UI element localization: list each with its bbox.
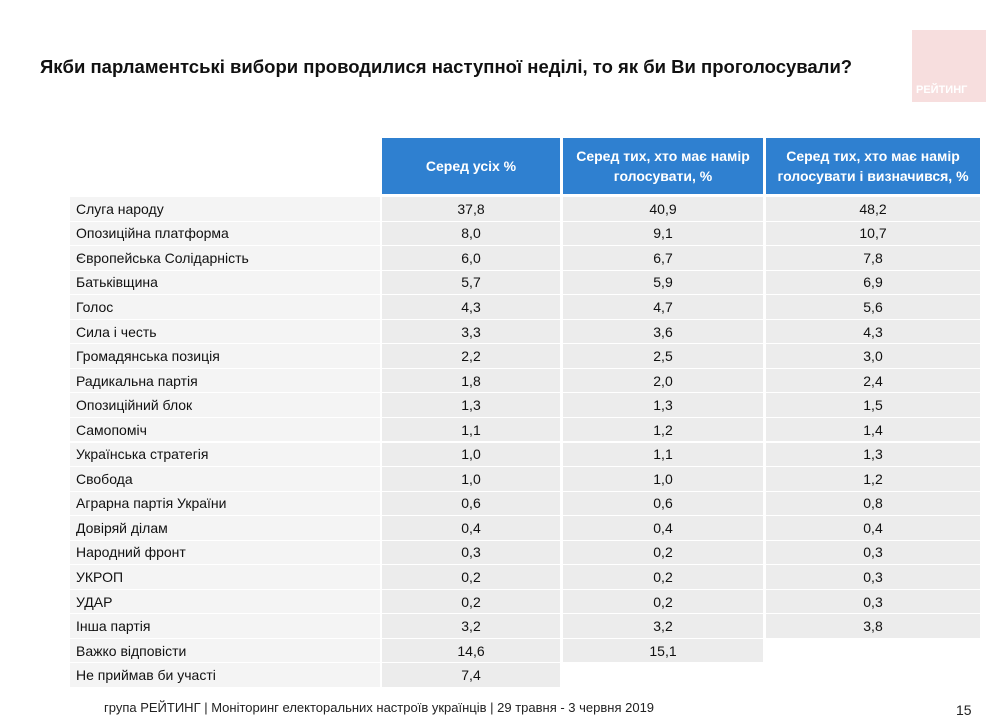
cell: 9,1 [563,221,763,247]
cell: 1,8 [382,368,560,394]
cell: 6,0 [382,246,560,271]
cell: 5,7 [382,270,560,296]
row-label: Аграрна партія України [70,491,380,517]
cell: 1,1 [563,442,763,468]
row-label: Інша партія [70,614,380,639]
cell: 14,6 [382,638,560,664]
cell: 1,3 [563,393,763,418]
cell: 0,4 [563,516,763,541]
cell: 10,7 [766,221,980,247]
cell: 2,0 [563,368,763,394]
cell: 1,0 [382,467,560,492]
cell: 2,2 [382,344,560,369]
cell: 1,0 [382,442,560,468]
cell: 3,2 [382,614,560,639]
cell: 7,4 [382,663,560,688]
cell: 1,2 [766,467,980,492]
cell: 8,0 [382,221,560,247]
row-label: Сила і честь [70,319,380,345]
logo: РЕЙТИНГ [912,30,986,102]
title: Якби парламентські вибори проводилися на… [40,56,853,77]
row-label: Батьківщина [70,270,380,296]
cell: 2,4 [766,368,980,394]
row-label: Не приймав би участі [70,663,380,688]
row-label: Опозиційна платформа [70,221,380,247]
cell: 37,8 [382,197,560,222]
cell: 0,3 [766,589,980,615]
cell: 0,3 [766,565,980,590]
column-header: Серед тих, хто має намір голосувати, % [563,138,763,194]
cell: 6,7 [563,246,763,271]
cell: 3,2 [563,614,763,639]
cell: 1,2 [563,417,763,443]
cell: 0,2 [563,565,763,590]
cell: 15,1 [563,638,763,664]
cell: 4,7 [563,295,763,320]
cell: 0,2 [563,589,763,615]
row-label: Довіряй ділам [70,516,380,541]
logo-text: РЕЙТИНГ [916,84,968,96]
row-label: Громадянська позиція [70,344,380,369]
cell: 40,9 [563,197,763,222]
row-label: Радикальна партія [70,368,380,394]
cell: 3,3 [382,319,560,345]
row-label: Голос [70,295,380,320]
cell: 0,3 [766,540,980,566]
cell: 0,4 [382,516,560,541]
cell: 3,8 [766,614,980,639]
cell: 1,0 [563,467,763,492]
cell: 3,0 [766,344,980,369]
row-label: Опозиційний блок [70,393,380,418]
row-label: Важко відповісти [70,638,380,664]
cell: 0,2 [563,540,763,566]
cell: 1,1 [382,417,560,443]
footer-source: група РЕЙТИНГ | Моніторинг електоральних… [104,700,655,715]
column-header: Серед усіх % [382,138,560,194]
cell: 3,6 [563,319,763,345]
cell: 1,5 [766,393,980,418]
cell: 0,2 [382,589,560,615]
cell: 4,3 [382,295,560,320]
row-label: Українська стратегія [70,442,380,468]
cell: 6,9 [766,270,980,296]
cell: 5,9 [563,270,763,296]
cell: 0,8 [766,491,980,517]
cell: 0,2 [382,565,560,590]
row-label: Європейська Солідарність [70,246,380,271]
cell: 1,3 [382,393,560,418]
cell: 0,6 [563,491,763,517]
cell: 0,4 [766,516,980,541]
row-label: УДАР [70,589,380,615]
row-label: УКРОП [70,565,380,590]
row-label: Самопоміч [70,417,380,443]
cell: 0,3 [382,540,560,566]
row-label: Народний фронт [70,540,380,566]
column-header: Серед тих, хто має намір голосувати і ви… [766,138,980,194]
page-number: 15 [956,702,972,718]
cell: 48,2 [766,197,980,222]
cell: 7,8 [766,246,980,271]
row-label: Свобода [70,467,380,492]
cell: 0,6 [382,491,560,517]
cell: 1,4 [766,417,980,443]
cell: 1,3 [766,442,980,468]
cell: 4,3 [766,319,980,345]
cell: 5,6 [766,295,980,320]
row-label: Слуга народу [70,197,380,222]
cell: 2,5 [563,344,763,369]
